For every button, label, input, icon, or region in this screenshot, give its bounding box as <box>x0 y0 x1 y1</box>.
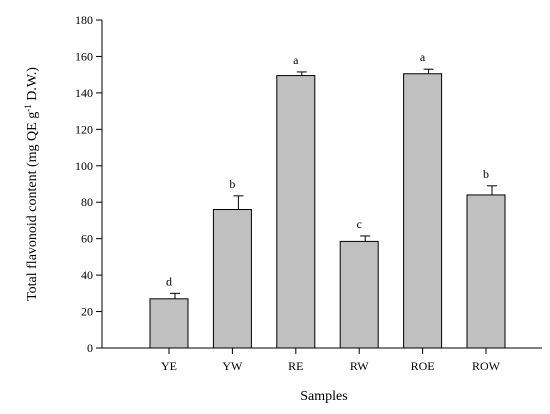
y-tick-label-80: 80 <box>81 195 93 209</box>
x-tick-label-RE: RE <box>288 359 303 373</box>
bar-RE <box>276 75 316 349</box>
y-tick-label-160: 160 <box>75 49 93 63</box>
bar-ROW <box>466 194 506 349</box>
significance-label-YW: b <box>229 177 235 191</box>
error-bar-YE <box>170 292 180 299</box>
y-tick-label-60: 60 <box>81 232 93 246</box>
y-tick-label-140: 140 <box>75 86 93 100</box>
significance-label-ROE: a <box>420 50 426 64</box>
y-axis-title-superscript: -1 <box>23 104 33 112</box>
error-bar-RW <box>360 235 371 242</box>
x-tick-label-YW: YW <box>222 359 243 373</box>
y-axis-title: Total flavonoid content (mg QE g-1 D.W.) <box>23 67 40 301</box>
significance-label-YE: d <box>166 274 172 288</box>
x-tick-label-RW: RW <box>350 359 369 373</box>
y-tick-label-40: 40 <box>81 268 93 282</box>
y-tick-label-180: 180 <box>75 13 93 27</box>
y-axis-title-end: D.W.) <box>25 67 40 105</box>
x-axis-ticks: YE YW RE RW ROE ROW <box>161 348 501 373</box>
y-tick-label-0: 0 <box>87 341 93 355</box>
y-tick-label-100: 100 <box>75 159 93 173</box>
bar-RW <box>339 240 379 349</box>
y-tick-label-20: 20 <box>81 305 93 319</box>
y-tick-label-120: 120 <box>75 122 93 136</box>
x-tick-label-YE: YE <box>161 359 177 373</box>
x-tick-label-ROE: ROE <box>411 359 435 373</box>
bar-ROE <box>403 73 443 349</box>
error-bar-ROE <box>423 68 434 74</box>
significance-label-RE: a <box>293 53 299 67</box>
bars: d b a c a b <box>149 50 506 349</box>
bar-YW <box>212 209 252 349</box>
bar-YE <box>149 298 189 349</box>
y-axis-title-main: Total flavonoid content (mg QE g <box>25 112 40 301</box>
x-axis-title: Samples <box>300 389 347 404</box>
error-bar-RE <box>296 71 307 76</box>
y-axis-ticks: 0 20 40 60 80 100 120 140 160 180 <box>75 13 102 355</box>
error-bar-YW <box>233 195 244 210</box>
error-bar-ROW <box>487 185 497 195</box>
significance-label-ROW: b <box>483 167 489 181</box>
significance-label-RW: c <box>357 217 362 231</box>
x-tick-label-ROW: ROW <box>472 359 501 373</box>
